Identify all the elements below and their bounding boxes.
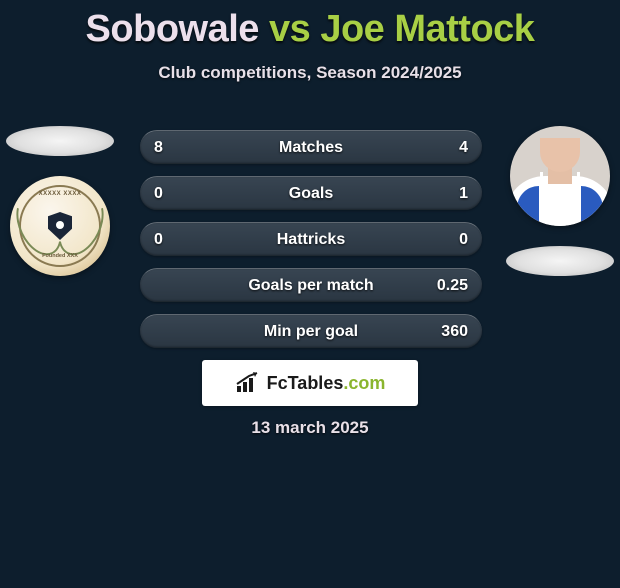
logo-domain: .com <box>343 373 385 393</box>
stat-row-goals: 0 Goals 1 <box>140 176 482 210</box>
bar-chart-icon <box>235 372 261 394</box>
right-player-column <box>500 126 620 276</box>
stat-right-value: 0 <box>434 231 468 249</box>
stat-label: Hattricks <box>188 231 434 249</box>
subtitle: Club competitions, Season 2024/2025 <box>0 63 620 83</box>
stat-left-value: 8 <box>154 139 188 157</box>
stats-table: 8 Matches 4 0 Goals 1 0 Hattricks 0 Goal… <box>140 130 482 360</box>
stat-label: Goals <box>188 185 434 203</box>
stat-row-matches: 8 Matches 4 <box>140 130 482 164</box>
stat-right-value: 4 <box>434 139 468 157</box>
stat-left-value: 0 <box>154 231 188 249</box>
player2-photo <box>510 126 610 226</box>
crest-top-text: XXXXX XXXX <box>21 191 99 197</box>
stat-row-hattricks: 0 Hattricks 0 <box>140 222 482 256</box>
stat-label: Matches <box>188 139 434 157</box>
player1-club-crest: XXXXX XXXX Founded XXX <box>10 176 110 276</box>
vs-label: vs <box>269 8 310 50</box>
stat-right-value: 360 <box>434 323 468 341</box>
left-player-column: XXXXX XXXX Founded XXX <box>0 126 120 276</box>
fctables-logo[interactable]: FcTables.com <box>202 360 418 406</box>
crest-bottom-text: Founded XXX <box>21 253 99 259</box>
player2-club-crest-placeholder <box>506 246 614 276</box>
player1-photo-placeholder <box>6 126 114 156</box>
stat-left-value: 0 <box>154 185 188 203</box>
stat-row-min-per-goal: Min per goal 360 <box>140 314 482 348</box>
logo-text: FcTables.com <box>267 373 386 394</box>
comparison-title: Sobowale vs Joe Mattock <box>0 8 620 51</box>
stat-row-goals-per-match: Goals per match 0.25 <box>140 268 482 302</box>
player2-name: Joe Mattock <box>320 8 534 50</box>
date-label: 13 march 2025 <box>0 418 620 438</box>
logo-brand: FcTables <box>267 373 344 393</box>
stat-label: Goals per match <box>188 277 434 295</box>
stat-right-value: 1 <box>434 185 468 203</box>
stat-label: Min per goal <box>188 323 434 341</box>
player1-name: Sobowale <box>86 8 259 50</box>
stat-right-value: 0.25 <box>434 277 468 295</box>
